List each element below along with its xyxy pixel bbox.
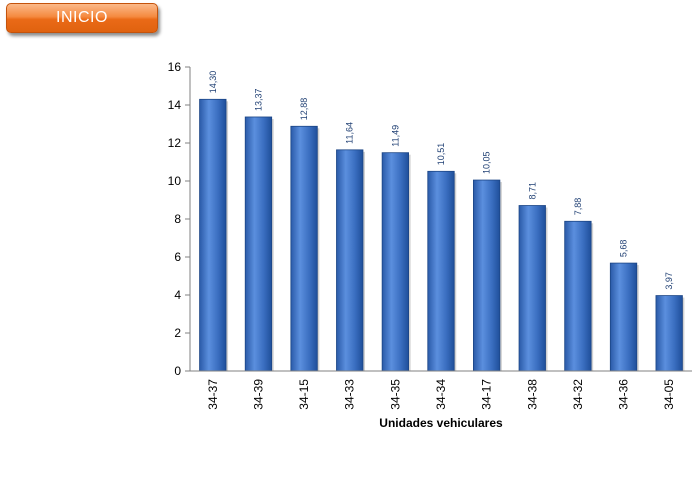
x-tick-label: 34-38 — [525, 379, 539, 410]
data-label: 5,68 — [619, 240, 629, 258]
bars: 14,30 13,37 12,88 11,64 11,49 10,51 10,05 8,71 7… — [199, 71, 685, 372]
bar — [381, 152, 409, 372]
data-label: 7,88 — [573, 198, 583, 216]
y-tick-label: 8 — [174, 212, 181, 226]
bar — [199, 98, 227, 372]
inicio-button[interactable]: INICIO — [6, 3, 158, 33]
bar — [609, 262, 638, 372]
x-tick-label: 34-35 — [388, 379, 402, 410]
bar — [336, 149, 364, 372]
axes — [189, 67, 692, 372]
data-label: 10,51 — [436, 143, 446, 166]
x-tick-label: 34-36 — [617, 379, 631, 410]
x-tick-label: 34-37 — [206, 379, 220, 410]
y-tick-label: 10 — [168, 174, 182, 188]
data-label: 14,30 — [208, 71, 218, 94]
x-tick-label: 34-34 — [434, 379, 448, 410]
data-label: 3,97 — [664, 272, 674, 290]
x-axis-title: Unidades vehiculares — [379, 416, 503, 430]
x-tick-label: 34-33 — [343, 379, 357, 410]
x-tick-label: 34-39 — [251, 379, 265, 410]
bar — [564, 220, 592, 372]
x-tick-label: 34-05 — [662, 379, 676, 410]
x-axis-ticks: 34-37 34-39 34-15 34-33 34-35 34-34 34-17 34-38… — [206, 379, 676, 410]
bar — [655, 295, 683, 372]
y-tick-label: 16 — [168, 60, 182, 74]
bar — [290, 125, 318, 372]
y-tick-label: 0 — [174, 364, 181, 378]
x-tick-label: 34-15 — [297, 379, 311, 410]
y-tick-label: 2 — [174, 326, 181, 340]
bar — [473, 179, 501, 372]
data-label: 12,88 — [299, 98, 309, 121]
data-label: 13,37 — [253, 88, 263, 111]
data-label: 11,49 — [390, 125, 400, 147]
bar — [427, 170, 455, 372]
data-label: 10,05 — [482, 152, 492, 175]
y-tick-label: 14 — [168, 98, 182, 112]
y-tick-label: 4 — [174, 288, 181, 302]
bar — [244, 116, 273, 372]
y-tick-label: 12 — [168, 136, 182, 150]
data-label: 11,64 — [345, 122, 355, 144]
y-axis-ticks: 0 2 4 6 8 10 12 14 16 — [168, 60, 190, 378]
x-tick-label: 34-17 — [480, 379, 494, 410]
y-tick-label: 6 — [174, 250, 181, 264]
data-label: 8,71 — [527, 182, 537, 200]
bar — [518, 205, 546, 372]
x-tick-label: 34-32 — [571, 379, 585, 410]
